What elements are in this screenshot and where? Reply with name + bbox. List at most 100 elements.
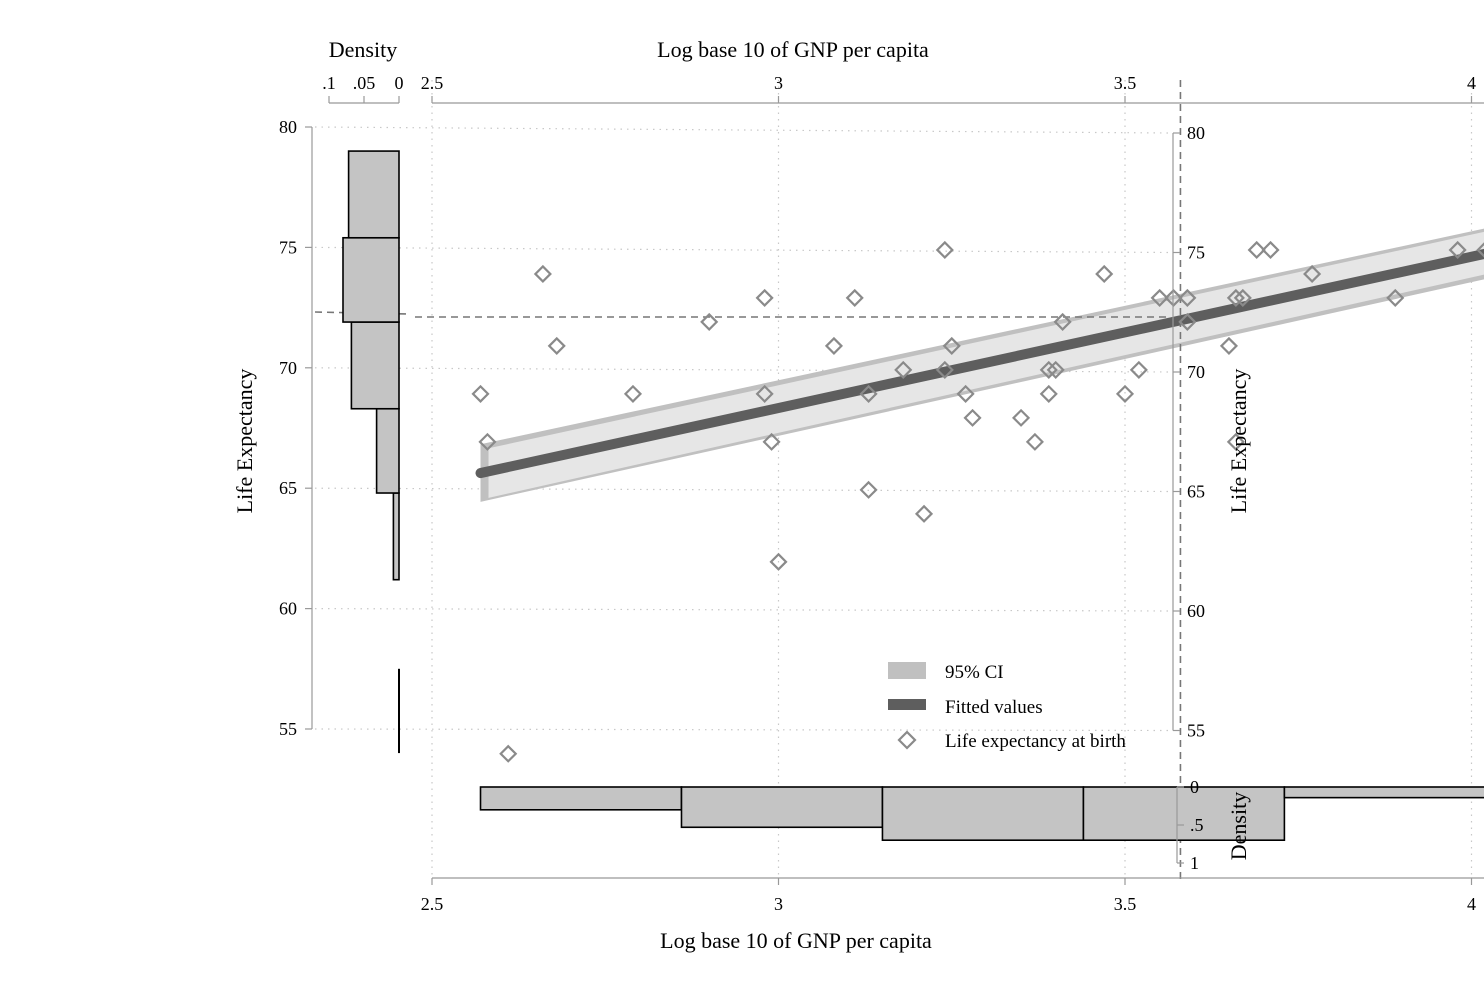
- point-10: [769, 552, 788, 571]
- reference-lines-layer: [314, 80, 1182, 880]
- point-41: [1303, 264, 1322, 283]
- point-13: [859, 384, 878, 403]
- point-28: [1095, 264, 1114, 283]
- y-axis-title-right: Life Expectancy: [1226, 369, 1251, 514]
- bottom-hist-bar-0: [479, 786, 683, 811]
- point-23: [1025, 432, 1044, 451]
- point-3: [533, 264, 552, 283]
- point-19: [935, 360, 954, 379]
- point-35: [1219, 336, 1239, 355]
- y-left-tick-label-3: 70: [279, 358, 297, 378]
- density-left-tick-label-2: 0: [395, 73, 404, 93]
- y-gridline-1: [314, 607, 1171, 612]
- point-14: [859, 480, 878, 499]
- density-title-left: Density: [329, 37, 397, 62]
- point-20: [956, 384, 975, 403]
- bottom-histogram: [479, 786, 1484, 842]
- point-25: [1046, 360, 1065, 379]
- point-33: [1178, 288, 1197, 307]
- point-22: [1011, 408, 1031, 427]
- legend: 95% CI Fitted values Life expectancy at …: [888, 662, 1126, 752]
- x-bottom-tick-label-2: 3.5: [1114, 894, 1137, 914]
- point-42: [1386, 288, 1405, 307]
- point-16: [914, 504, 934, 523]
- y-right-tick-label-0: 55: [1187, 721, 1205, 741]
- x-axis-title-top: Log base 10 of GNP per capita: [657, 37, 929, 62]
- y-right-tick-label-5: 80: [1187, 123, 1205, 143]
- bottom-hist-bar-3: [1082, 786, 1286, 842]
- x-top-tick-label-2: 3.5: [1114, 73, 1137, 93]
- point-15: [894, 360, 913, 379]
- x-bottom-tick-label-1: 3: [774, 894, 783, 914]
- legend-label-fitted: Fitted values: [945, 697, 1043, 718]
- legend-label-ci: 95% CI: [945, 662, 1004, 683]
- y-gridline-2: [314, 487, 1171, 493]
- density-left-tick-label-1: .05: [353, 73, 376, 93]
- point-43: [1448, 240, 1467, 260]
- legend-marker-points: [897, 730, 917, 750]
- x-top-tick-label-3: 4: [1467, 73, 1476, 93]
- point-17: [935, 240, 954, 260]
- density-bottom-tick-label-2: 1: [1190, 853, 1199, 873]
- left-hist-bar-2: [375, 407, 400, 494]
- point-12: [845, 288, 864, 307]
- point-37: [1233, 288, 1252, 307]
- point-34: [1178, 312, 1197, 331]
- point-6: [700, 312, 719, 331]
- legend-label-points: Life expectancy at birth: [945, 731, 1126, 752]
- density-title-bottom: Density: [1226, 792, 1251, 860]
- bottom-hist-bar-2: [881, 786, 1085, 842]
- x-axis-title-bottom: Log base 10 of GNP per capita: [660, 928, 932, 953]
- axes-layer: 55 60 65 70 75 80 55 60 65 70 75 80 2.5 3 3.5 4 4 .5 2.5 3 3…: [279, 73, 1484, 914]
- density-bottom-tick-label-0: 0: [1190, 777, 1199, 797]
- y-right-tick-label-3: 70: [1187, 362, 1205, 382]
- point-36: [1226, 288, 1245, 307]
- y-left-tick-label-1: 60: [279, 599, 297, 619]
- density-bottom-tick-label-1: .5: [1190, 815, 1204, 835]
- left-histogram: [342, 150, 400, 754]
- y-gridline-5: [314, 126, 1171, 134]
- y-left-tick-label-2: 65: [279, 478, 297, 498]
- x-bottom-tick-label-0: 2.5: [421, 894, 444, 914]
- point-26: [1039, 384, 1058, 403]
- point-38: [1226, 432, 1245, 451]
- x-top-tick-label-0: 2.5: [421, 73, 444, 93]
- legend-swatch-ci: [888, 662, 926, 679]
- point-21: [963, 408, 982, 427]
- point-9: [762, 432, 781, 451]
- x-top-tick-label-1: 3: [774, 73, 783, 93]
- y-left-tick-label-0: 55: [279, 719, 297, 739]
- point-39: [1247, 240, 1266, 260]
- points-layer: [471, 240, 1484, 763]
- left-hist-bar-3: [350, 321, 400, 410]
- point-24: [1039, 360, 1058, 379]
- point-29: [1115, 384, 1135, 403]
- y-right-tick-label-4: 75: [1187, 243, 1205, 263]
- point-5: [623, 384, 643, 403]
- bottom-hist-bar-1: [680, 786, 884, 829]
- point-7: [755, 288, 774, 307]
- point-2: [499, 744, 518, 763]
- point-8: [755, 384, 774, 403]
- point-44: [1476, 242, 1484, 258]
- y-axis-title-left: Life Expectancy: [232, 369, 257, 514]
- point-27: [1053, 312, 1072, 331]
- density-left-tick-label-0: .1: [322, 73, 336, 93]
- point-40: [1261, 240, 1280, 260]
- point-30: [1129, 360, 1148, 379]
- point-18: [942, 336, 961, 355]
- point-31: [1150, 288, 1169, 307]
- y-gridline-4: [314, 246, 1171, 254]
- ci-band-inner: [488, 231, 1484, 498]
- bottom-hist-bar-4: [1283, 786, 1484, 799]
- left-hist-bar-5: [347, 150, 400, 239]
- left-hist-bar-1: [392, 492, 400, 581]
- y-reference-line-left: [314, 311, 411, 315]
- y-right-tick-label-1: 60: [1187, 601, 1205, 621]
- point-4: [547, 336, 566, 355]
- point-0: [471, 384, 490, 403]
- point-1: [478, 432, 497, 451]
- confidence-band-layer: [475, 228, 1484, 502]
- fitted-line: [475, 248, 1484, 479]
